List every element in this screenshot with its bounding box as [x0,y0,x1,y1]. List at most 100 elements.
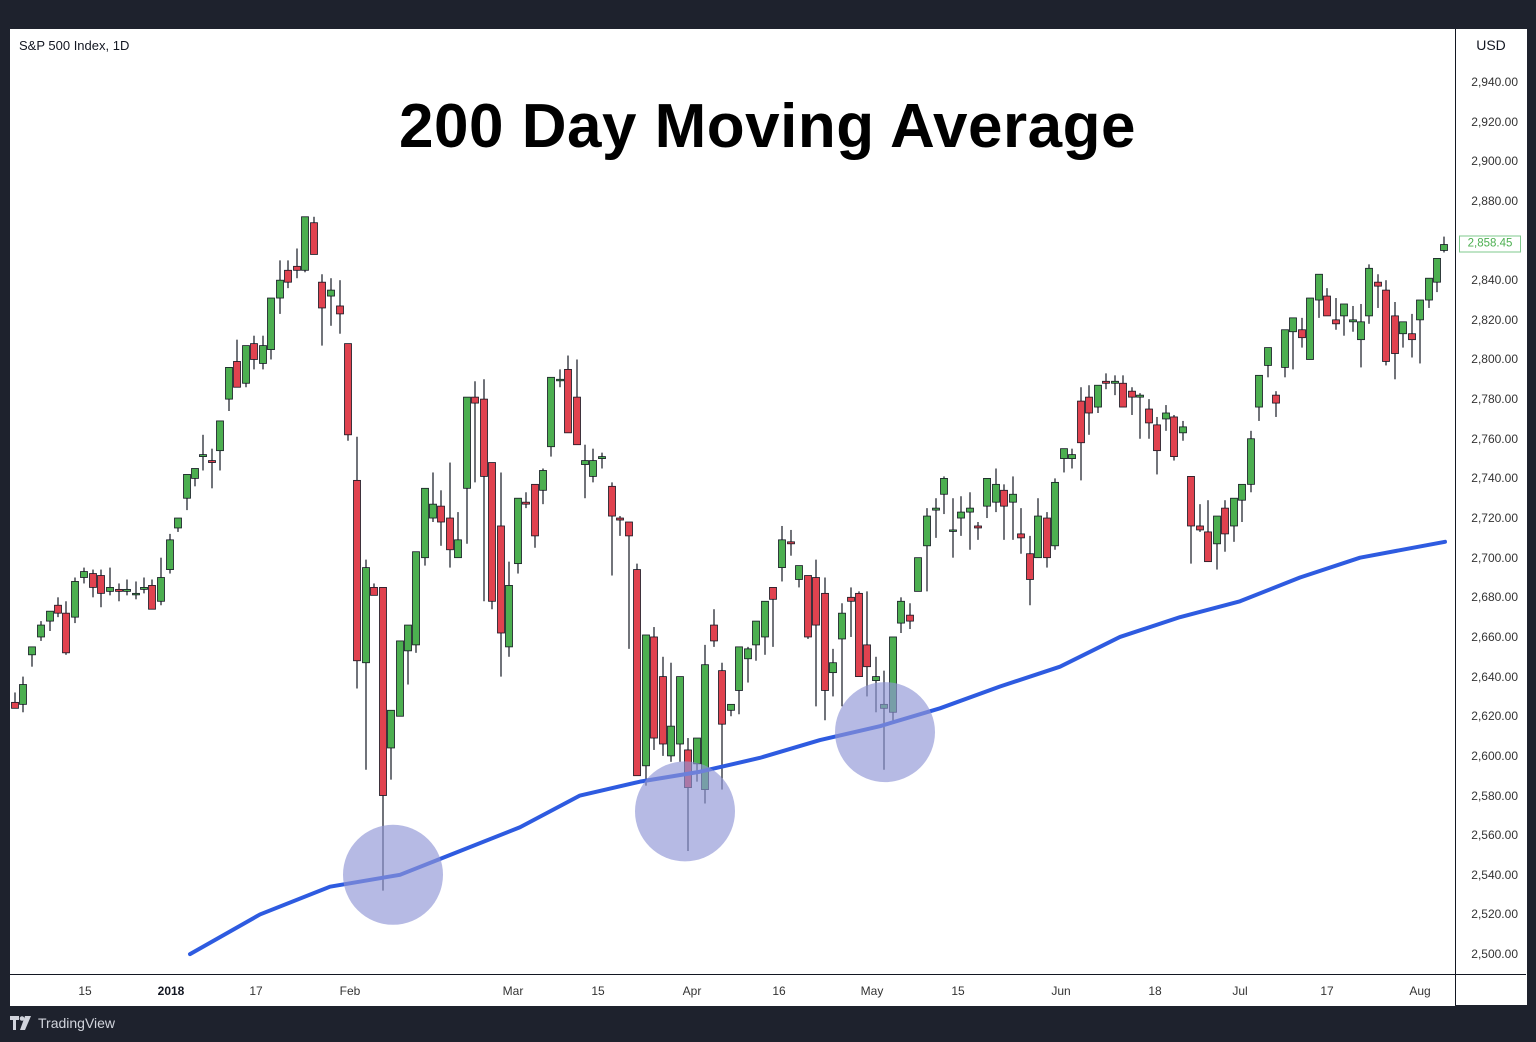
bearish-candle [1085,385,1093,435]
bullish-candle [199,434,207,471]
price-tick-label: 2,920.00 [1471,114,1518,129]
bullish-candle [581,444,589,499]
price-tick-label: 2,680.00 [1471,590,1518,605]
bearish-candle [11,692,19,709]
bearish-candle [1332,298,1340,330]
time-tick-label: 15 [951,984,965,998]
bearish-candle [564,355,572,434]
time-axis[interactable]: 15 2018 17 Feb Mar 15 Apr 16 May 15 Jun 18 Jul 17 Aug [10,974,1455,1006]
bullish-candle [505,561,513,657]
bullish-candle [838,603,846,707]
bearish-candle [1323,288,1331,317]
bearish-candle [974,522,982,540]
time-tick-label: Aug [1409,984,1431,998]
price-tick-label: 2,880.00 [1471,193,1518,208]
bearish-candle [480,379,488,602]
bearish-candle [1204,500,1212,563]
bearish-candle [710,609,718,647]
bullish-candle [761,600,769,655]
bullish-candle [949,498,957,558]
chart-plot-area[interactable]: S&P 500 Index, 1D 200 Day Moving Average [10,29,1455,974]
bearish-candle [906,603,914,630]
price-tick-label: 2,500.00 [1471,947,1518,962]
bullish-candle [1060,448,1068,473]
bearish-candle [1026,535,1034,606]
currency-label[interactable]: USD [1476,37,1506,53]
price-tick-label: 2,820.00 [1471,312,1518,327]
bullish-candle [1281,329,1289,378]
bullish-candle [897,597,905,633]
bearish-candle [608,482,616,576]
price-tick-label: 2,640.00 [1471,669,1518,684]
brand-name: TradingView [38,1015,116,1031]
bullish-candle [1247,430,1255,493]
bullish-candle [19,676,27,713]
bullish-candle [642,634,650,786]
bearish-candle [1391,302,1399,380]
bearish-candle [522,492,530,509]
time-tick-label: 15 [591,984,605,998]
price-tick-label: 2,660.00 [1471,629,1518,644]
time-tick-label: May [860,984,884,998]
bullish-candle [667,662,675,762]
bearish-candle [650,627,658,750]
bearish-candle [1298,317,1306,348]
bullish-candle [1306,297,1314,360]
bullish-candle [932,498,940,538]
bearish-candle [718,662,726,790]
time-tick-label: 17 [1320,984,1334,998]
bullish-candle [140,577,148,594]
bearish-candle [769,587,777,647]
bearish-candle [1196,504,1204,532]
bullish-candle [387,709,395,780]
bearish-candle [1170,414,1178,461]
tradingview-watermark: TradingView [10,1015,115,1031]
bearish-candle [1128,387,1136,415]
bearish-candle [208,448,216,489]
bearish-candle [821,577,829,721]
bullish-candle [80,567,88,584]
price-tick-label: 2,840.00 [1471,273,1518,288]
bullish-candle [676,676,684,762]
bearish-candle [1102,373,1110,390]
bearish-candle [115,583,123,602]
bullish-candle [923,508,931,592]
bullish-candle [396,640,404,717]
bullish-candle [1399,321,1407,348]
bullish-candle [301,216,309,273]
bullish-candle [983,477,991,519]
bullish-candle [267,297,275,360]
bullish-candle [1068,448,1076,469]
bearish-candle [625,521,633,649]
price-tick-label: 2,560.00 [1471,828,1518,843]
price-axis[interactable]: USD 2,940.00 2,920.00 2,900.00 2,880.00 2,84… [1455,29,1527,1005]
bullish-candle [1179,420,1187,441]
bearish-candle [1153,416,1161,475]
axis-corner [1455,974,1526,1006]
bullish-candle [183,474,191,511]
time-tick-label: Feb [339,984,361,998]
price-tick-label: 2,780.00 [1471,392,1518,407]
bullish-candle [1315,273,1323,318]
time-tick-label: Mar [502,984,524,998]
bearish-candle [1272,391,1280,417]
chart-frame: S&P 500 Index, 1D 200 Day Moving Average… [10,29,1527,1006]
bullish-candle [157,557,165,606]
bullish-candle [1111,375,1119,396]
bullish-candle [1238,483,1246,523]
bullish-candle [166,533,174,574]
bullish-candle [992,468,1000,513]
bearish-candle [863,591,871,697]
bearish-candle [1145,399,1153,439]
time-tick-label: Jun [1051,984,1071,998]
bullish-candle [174,517,182,532]
support-highlight-circle [835,682,935,783]
bearish-candle [471,381,479,483]
bullish-candle [225,367,233,412]
support-highlight-circle [343,824,443,925]
bearish-candle [54,597,62,618]
bearish-candle [1187,476,1195,564]
support-highlight-circle [635,761,735,862]
last-price-badge: 2,858.45 [1459,235,1521,253]
bearish-candle [446,462,454,568]
